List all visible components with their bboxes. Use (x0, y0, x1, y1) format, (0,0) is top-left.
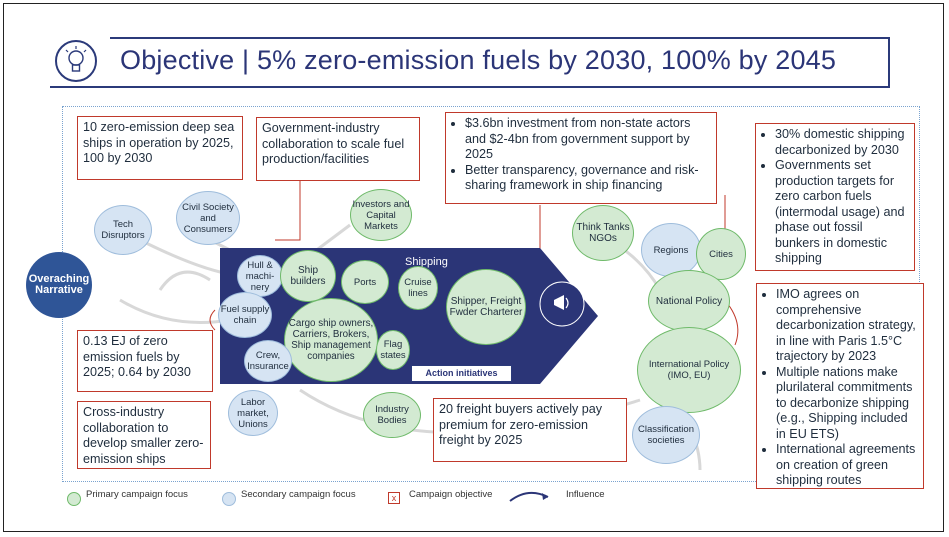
objective-imo: IMO agrees on comprehensive decarbonizat… (756, 283, 924, 489)
node-cargo: Cargo ship owners, Carriers, Brokers, Sh… (284, 298, 378, 382)
node-overarching-narrative: Overaching Narrative (26, 252, 92, 318)
objective-domestic-shipping: 30% domestic shipping decarbonized by 20… (755, 123, 915, 271)
node-crew-insurance: Crew, Insurance (244, 340, 292, 382)
imo-bullet: IMO agrees on comprehensive decarbonizat… (776, 287, 918, 365)
node-hull-machinery: Hull & machi-nery (237, 255, 283, 297)
objective-investment: $3.6bn investment from non-state actors … (445, 112, 717, 204)
node-industry-bodies: Industry Bodies (363, 392, 421, 438)
investment-bullet: $3.6bn investment from non-state actors … (465, 116, 711, 163)
domestic-bullet: 30% domestic shipping decarbonized by 20… (775, 127, 909, 158)
node-flag-states: Flag states (376, 330, 410, 370)
legend-primary-label: Primary campaign focus (86, 489, 188, 500)
node-national-policy: National Policy (648, 270, 730, 332)
objective-freight-buyers: 20 freight buyers actively pay premium f… (433, 398, 627, 462)
objective-cross-industry: Cross-industry collaboration to develop … (77, 401, 211, 469)
domestic-bullet: Governments set production targets for z… (775, 158, 909, 267)
title-box (50, 37, 890, 88)
objective-zero-emission-fuels: 0.13 EJ of zero emission fuels by 2025; … (77, 330, 213, 392)
node-international-policy: International Policy (IMO, EU) (637, 327, 741, 413)
legend-influence-arrow-icon (509, 491, 549, 502)
node-tech-disruptors: Tech Disruptors (94, 205, 152, 255)
legend-secondary-dot (222, 492, 236, 506)
node-ship-builders: Ship builders (280, 250, 336, 302)
node-cruise-lines: Cruise lines (398, 266, 438, 310)
node-investors: Investors and Capital Markets (350, 189, 412, 241)
node-ports: Ports (341, 260, 389, 304)
node-civil-society: Civil Society and Consumers (176, 191, 240, 245)
shipping-label: Shipping (405, 256, 448, 268)
slide-frame (3, 3, 944, 532)
objective-deep-sea-ships: 10 zero-emission deep sea ships in opera… (77, 116, 243, 180)
node-think-tanks: Think Tanks NGOs (572, 205, 634, 261)
node-fuel-supply: Fuel supply chain (218, 292, 272, 338)
imo-bullet: International agreements on creation of … (776, 442, 918, 489)
legend-objective-mark: x (388, 492, 400, 504)
lightbulb-icon (55, 40, 97, 82)
node-classification: Classification societies (632, 406, 700, 464)
node-regions: Regions (641, 223, 701, 277)
action-initiatives-label: Action initiatives (411, 365, 512, 382)
objective-gov-industry: Government-industry collaboration to sca… (256, 117, 420, 181)
imo-bullet: Multiple nations make plurilateral commi… (776, 365, 918, 443)
legend-secondary-label: Secondary campaign focus (241, 489, 356, 500)
investment-bullet: Better transparency, governance and risk… (465, 163, 711, 194)
legend-objective-label: Campaign objective (409, 489, 493, 500)
node-shipper: Shipper, Freight Fwder Charterer (446, 269, 526, 345)
page-title: Objective | 5% zero-emission fuels by 20… (120, 45, 837, 75)
legend-influence-label: Influence (566, 489, 605, 500)
legend-primary-dot (67, 492, 81, 506)
node-labor-market: Labor market, Unions (228, 390, 278, 436)
